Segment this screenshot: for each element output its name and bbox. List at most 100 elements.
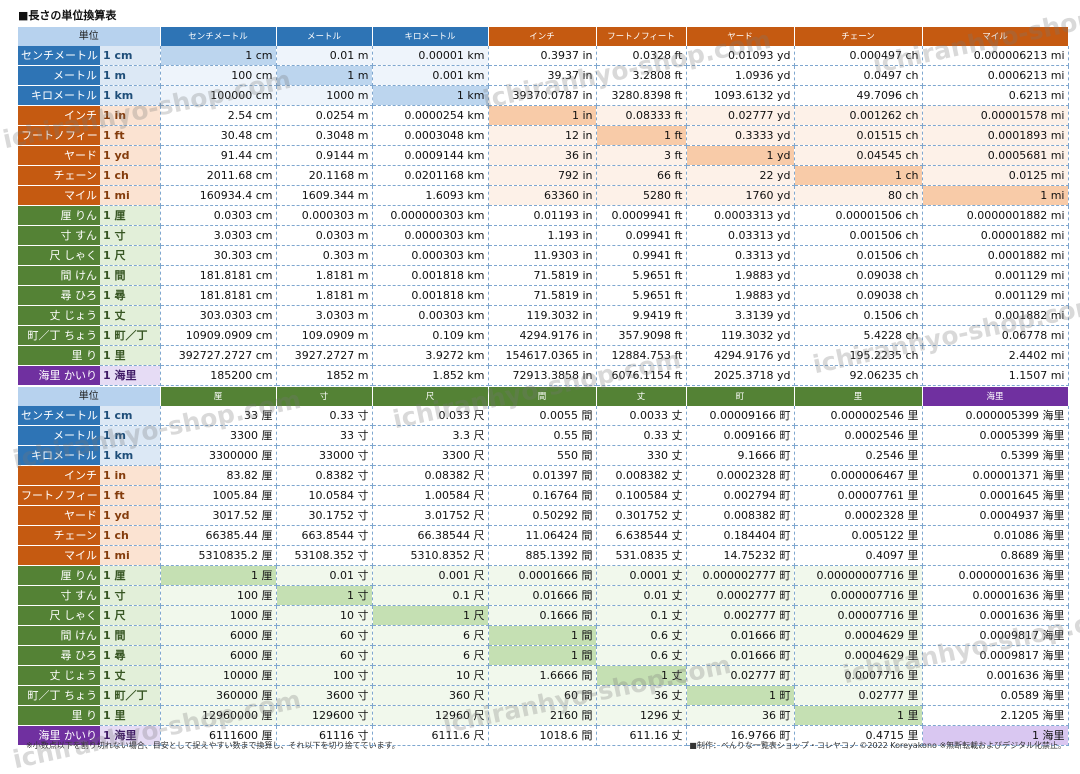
- table-cell: 0.00303 km: [372, 305, 489, 326]
- table-cell: 0.0004937 海里: [922, 505, 1069, 526]
- table-cell: 1 里: [794, 705, 923, 726]
- table-cell: 0.0000001636 海里: [922, 565, 1069, 586]
- table-cell: 0.0002328 町: [686, 465, 795, 486]
- table-cell: 0.0002328 里: [794, 505, 923, 526]
- table-cell: 1 m: [276, 65, 373, 86]
- table-cell: 6000 厘: [160, 645, 277, 666]
- table-cell: 0.6 丈: [596, 645, 687, 666]
- footer-credit: ■制作：べんりな一覧表ショップ・コレヤコノ ©2022 Koreyakono ※…: [689, 741, 1066, 750]
- table-cell: 0.0497 ch: [794, 65, 923, 86]
- table-row: マイル 1 mi 160934.4 cm 1609.344 m 1.6093 km 633…: [18, 185, 1069, 206]
- row-unit-name: キロメートル: [18, 85, 100, 106]
- row-unit-name: 尺 しゃく: [18, 605, 100, 626]
- table-cell: 0.0009817 海里: [922, 625, 1069, 646]
- table-cell: 33000 寸: [276, 445, 373, 466]
- table-cell: 0.5399 海里: [922, 445, 1069, 466]
- table-cell: 0.01 丈: [596, 585, 687, 606]
- table-cell: 0.000006467 里: [794, 465, 923, 486]
- table-cell: 6 尺: [372, 625, 489, 646]
- row-unit-value: 1 丈: [100, 305, 161, 326]
- table-cell: 0.0000001882 mi: [922, 205, 1069, 226]
- table-cell: 12960 尺: [372, 705, 489, 726]
- table-cell: 0.000007716 里: [794, 585, 923, 606]
- table-cell: 330 丈: [596, 445, 687, 466]
- table-cell: 0.000303 km: [372, 245, 489, 266]
- table-row: センチメートル 1 cm 33 厘 0.33 寸 0.033 尺 0.0055 間 0.00…: [18, 406, 1069, 426]
- table-cell: 33 厘: [160, 406, 277, 426]
- table-cell: 0.001 km: [372, 65, 489, 86]
- table-cell: 0.1 丈: [596, 605, 687, 626]
- row-unit-name: キロメートル: [18, 445, 100, 466]
- table-cell: 1.8181 m: [276, 285, 373, 306]
- table-row: 寸 すん 1 寸 3.0303 cm 0.0303 m 0.0000303 km 1.19…: [18, 225, 1069, 246]
- table-row: 厘 りん 1 厘 0.0303 cm 0.000303 m 0.000000303 km…: [18, 205, 1069, 226]
- table-row: 間 けん 1 間 181.8181 cm 1.8181 m 0.001818 km 71.…: [18, 265, 1069, 286]
- table-cell: 0.1666 間: [488, 605, 597, 626]
- table-cell: 0.02777 yd: [686, 105, 795, 126]
- row-unit-value: 1 cm: [100, 46, 161, 66]
- table-cell: 0.2546 里: [794, 445, 923, 466]
- table-cell: 0.0002777 町: [686, 585, 795, 606]
- table-cell: 0.001129 mi: [922, 265, 1069, 286]
- column-header: センチメートル: [160, 27, 277, 46]
- row-unit-name: ヤード: [18, 145, 100, 166]
- table-cell: 2.1205 海里: [922, 705, 1069, 726]
- table-cell: 2025.3718 yd: [686, 365, 795, 386]
- table-cell: 1.193 in: [488, 225, 597, 246]
- table-cell: 39.37 in: [488, 65, 597, 86]
- row-unit-value: 1 尺: [100, 605, 161, 626]
- column-header: 町: [686, 387, 795, 406]
- table-cell: 100000 cm: [160, 85, 277, 106]
- table-cell: 3300000 厘: [160, 445, 277, 466]
- column-header: インチ: [488, 27, 597, 46]
- table-cell: 0.002794 町: [686, 485, 795, 506]
- table-cell: 3300 尺: [372, 445, 489, 466]
- table-cell: 22 yd: [686, 165, 795, 186]
- column-header: メートル: [276, 27, 373, 46]
- table-cell: 1 町: [686, 685, 795, 706]
- table-cell: 0.01093 yd: [686, 46, 795, 66]
- table-cell: 303.0303 cm: [160, 305, 277, 326]
- table-cell: 0.01397 間: [488, 465, 597, 486]
- table-cell: 0.0007716 里: [794, 665, 923, 686]
- table-cell: 0.008382 丈: [596, 465, 687, 486]
- table-cell: 30.1752 寸: [276, 505, 373, 526]
- table-cell: 0.0005399 海里: [922, 425, 1069, 446]
- table-cell: 36 丈: [596, 685, 687, 706]
- table-cell: 1.852 km: [372, 365, 489, 386]
- table-cell: 0.000002546 里: [794, 406, 923, 426]
- table-cell: 181.8181 cm: [160, 265, 277, 286]
- table-cell: 0.01666 町: [686, 645, 795, 666]
- row-unit-value: 1 厘: [100, 205, 161, 226]
- table-cell: 0.33 丈: [596, 425, 687, 446]
- table-cell: 100 cm: [160, 65, 277, 86]
- row-unit-name: 間 けん: [18, 265, 100, 286]
- table-cell: 3927.2727 m: [276, 345, 373, 366]
- table-cell: 2.4402 mi: [922, 345, 1069, 366]
- table-cell: 0.303 m: [276, 245, 373, 266]
- table-cell: 1 尺: [372, 605, 489, 626]
- row-unit-value: 1 yd: [100, 145, 161, 166]
- row-unit-name: フートノフィート: [18, 485, 100, 506]
- table-cell: 0.0004629 里: [794, 645, 923, 666]
- row-unit-name: センチメートル: [18, 46, 100, 66]
- header-row: 単位 センチメートル メートル キロメートル インチ フートノフィート ヤード チェーン マイル: [18, 27, 1069, 46]
- table-cell: 0.4715 里: [794, 725, 923, 746]
- table-cell: 0.001882 mi: [922, 305, 1069, 326]
- row-unit-value: 1 厘: [100, 565, 161, 586]
- row-unit-value: 1 丈: [100, 665, 161, 686]
- row-unit-value: 1 km: [100, 445, 161, 466]
- table-cell: 6.638544 丈: [596, 525, 687, 546]
- table-cell: 0.01 m: [276, 46, 373, 66]
- table-cell: 0.00001506 ch: [794, 205, 923, 226]
- table-cell: 4294.9176 in: [488, 325, 597, 346]
- row-unit-value: 1 里: [100, 345, 161, 366]
- table-cell: 0.0125 mi: [922, 165, 1069, 186]
- table-row: ヤード 1 yd 3017.52 厘 30.1752 寸 3.01752 尺 0.5029…: [18, 505, 1069, 526]
- table-cell: 71.5819 in: [488, 285, 597, 306]
- table-cell: 0.0328 ft: [596, 46, 687, 66]
- table-cell: 4294.9176 yd: [686, 345, 795, 366]
- table-cell: 0.02777 里: [794, 685, 923, 706]
- table-cell: 0.0201168 km: [372, 165, 489, 186]
